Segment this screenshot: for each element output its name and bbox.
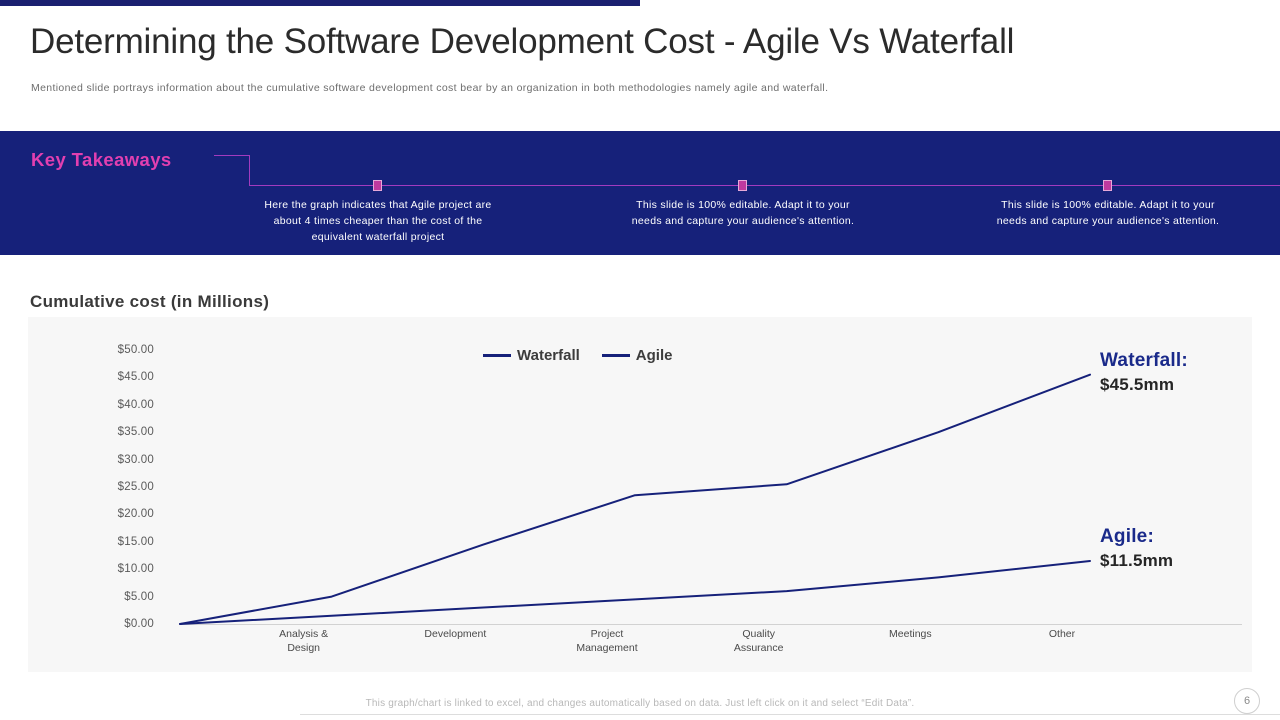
chart-legend: Waterfall Agile bbox=[483, 347, 672, 364]
takeaway-node-1 bbox=[373, 180, 382, 191]
callout-waterfall-title: Waterfall: bbox=[1100, 350, 1188, 371]
callout-agile-title: Agile: bbox=[1100, 526, 1154, 547]
chart-panel: Waterfall Agile $0.00 $5.00 $10.00 $15.00 $2… bbox=[28, 317, 1252, 672]
x-axis-tick: Project Management bbox=[576, 628, 638, 654]
page-number-badge: 6 bbox=[1234, 688, 1260, 714]
series-line-waterfall bbox=[179, 373, 1091, 625]
connector-elbow-horizontal bbox=[214, 155, 250, 156]
takeaway-text-1: Here the graph indicates that Agile proj… bbox=[264, 199, 492, 243]
legend-item-agile: Agile bbox=[601, 347, 673, 364]
connector-rail bbox=[249, 185, 1280, 186]
y-axis-tick: $0.00 bbox=[124, 618, 154, 630]
y-axis-tick: $40.00 bbox=[117, 398, 154, 411]
x-axis-tick: Other bbox=[1048, 628, 1076, 640]
callout-agile: Agile: $11.5mm bbox=[1100, 526, 1173, 571]
chart-heading: Cumulative cost (in Millions) bbox=[30, 292, 270, 311]
y-axis-tick: $30.00 bbox=[117, 453, 154, 466]
takeaway-node-2 bbox=[738, 180, 747, 191]
takeaway-text-2: This slide is 100% editable. Adapt it to… bbox=[631, 199, 855, 227]
footer-divider bbox=[300, 714, 1280, 715]
key-takeaways-title: Key Takeaways bbox=[31, 149, 172, 170]
legend-label-agile: Agile bbox=[635, 347, 673, 364]
series-line-agile bbox=[179, 559, 1091, 625]
y-axis-tick: $35.00 bbox=[117, 426, 154, 439]
y-axis-tick: $10.00 bbox=[117, 563, 154, 576]
y-axis-tick: $15.00 bbox=[117, 535, 154, 548]
legend-label-waterfall: Waterfall bbox=[517, 347, 580, 364]
legend-item-waterfall: Waterfall bbox=[483, 347, 580, 364]
x-axis-tick: Analysis & Design bbox=[279, 628, 329, 654]
page-subtitle: Mentioned slide portrays information abo… bbox=[31, 82, 829, 94]
header: Determining the Software Development Cos… bbox=[0, 6, 1280, 131]
x-axis-tick: Meetings bbox=[889, 628, 932, 640]
x-axis-tick: Quality Assurance bbox=[733, 628, 784, 654]
y-axis-tick: $20.00 bbox=[117, 508, 154, 521]
x-axis-tick: Development bbox=[424, 628, 487, 640]
callout-waterfall: Waterfall: $45.5mm bbox=[1100, 350, 1188, 395]
footer-note: This graph/chart is linked to excel, and… bbox=[365, 698, 915, 709]
page-title: Determining the Software Development Cos… bbox=[30, 22, 1015, 61]
legend-line-icon-waterfall bbox=[483, 354, 511, 357]
takeaway-text-3: This slide is 100% editable. Adapt it to… bbox=[996, 199, 1220, 227]
y-axis-tick: $45.00 bbox=[117, 371, 154, 384]
x-axis-line bbox=[180, 624, 1242, 625]
chart-plot-area bbox=[179, 373, 1091, 625]
y-axis-tick: $50.00 bbox=[117, 344, 154, 356]
y-axis-tick: $25.00 bbox=[117, 481, 154, 493]
connector-elbow-vertical bbox=[249, 155, 250, 186]
callout-agile-value: $11.5mm bbox=[1100, 551, 1174, 570]
callout-waterfall-value: $45.5mm bbox=[1100, 375, 1175, 394]
key-takeaways-band: Key Takeaways Here the graph indicates t… bbox=[0, 131, 1280, 255]
top-accent-bar bbox=[0, 0, 640, 6]
takeaway-node-3 bbox=[1103, 180, 1112, 191]
y-axis-tick: $5.00 bbox=[124, 590, 154, 603]
legend-line-icon-agile bbox=[601, 354, 630, 357]
